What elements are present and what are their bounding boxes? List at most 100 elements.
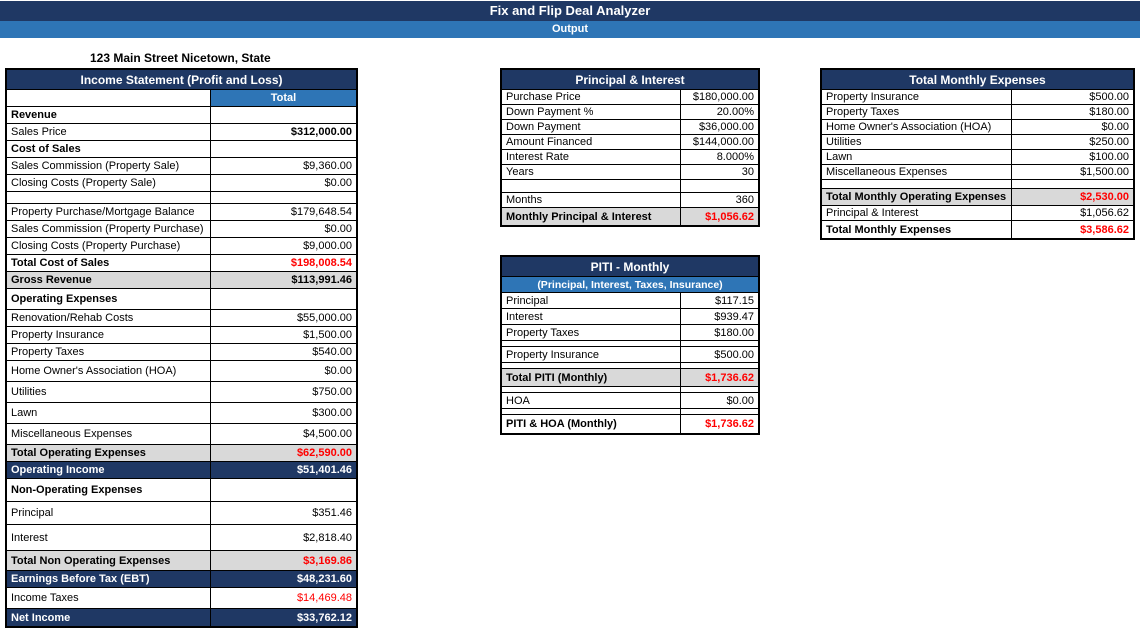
piti-row-value (680, 363, 758, 368)
monthly-expenses-row-spacer (822, 180, 1133, 189)
principal-interest-table: Principal & Interest Purchase Price $180,… (500, 68, 760, 227)
income-statement-row: Gross Revenue $113,991.46 (7, 272, 356, 289)
piti-row-label: Interest (506, 310, 543, 323)
income-statement-row: Property Taxes $540.00 (7, 344, 356, 361)
piti-row-label (502, 387, 680, 392)
income-statement-row-label: Home Owner's Association (HOA) (11, 365, 177, 377)
total-column-header: Total (210, 90, 356, 106)
income-statement-row-label: Lawn (11, 407, 38, 419)
principal-interest-row-label: Down Payment % (506, 106, 594, 118)
income-statement-row-label: Principal (11, 507, 54, 519)
income-statement-row-label: Utilities (11, 386, 47, 398)
income-statement-row: Non-Operating Expenses (7, 479, 356, 502)
income-statement-row-value: $113,991.46 (210, 272, 356, 288)
piti-row: Total PITI (Monthly) $1,736.62 (502, 369, 758, 387)
monthly-expenses-row: Lawn $100.00 (822, 150, 1133, 165)
piti-row-label: Property Taxes (506, 326, 580, 339)
piti-row: Property Insurance $500.00 (502, 347, 758, 363)
income-statement-row: Home Owner's Association (HOA) $0.00 (7, 361, 356, 382)
piti-row: PITI & HOA (Monthly) $1,736.62 (502, 415, 758, 433)
income-statement-row-value: $179,648.54 (210, 204, 356, 220)
piti-row: Principal $117.15 (502, 293, 758, 309)
principal-interest-row-value (680, 180, 758, 192)
income-statement-row-value: $1,500.00 (210, 327, 356, 343)
income-statement-row: Cost of Sales (7, 141, 356, 158)
principal-interest-row-value: 30 (680, 165, 758, 179)
piti-row-value: $117.15 (680, 293, 758, 308)
monthly-expenses-row-value: $250.00 (1011, 135, 1133, 149)
income-statement-row: Closing Costs (Property Sale) $0.00 (7, 175, 356, 192)
monthly-expenses-row-value (1011, 180, 1133, 188)
piti-row-spacer (502, 341, 758, 347)
principal-interest-row: Interest Rate 8.000% (502, 150, 758, 165)
monthly-expenses-row-value: $0.00 (1011, 120, 1133, 134)
income-statement-row-value: $4,500.00 (210, 424, 356, 444)
monthly-expenses-row-label: Property Taxes (826, 106, 900, 118)
income-statement-row: Total Non Operating Expenses $3,169.86 (7, 551, 356, 571)
income-statement-row-value: $312,000.00 (210, 124, 356, 140)
principal-interest-row-spacer (502, 180, 758, 193)
piti-row-value: $180.00 (680, 325, 758, 340)
monthly-expenses-row-value: $500.00 (1011, 90, 1133, 104)
income-statement-row-label: Closing Costs (Property Sale) (11, 177, 156, 189)
income-statement-row: Earnings Before Tax (EBT) $48,231.60 (7, 571, 356, 588)
principal-interest-row-label: Purchase Price (506, 91, 581, 103)
income-statement-row-label: Interest (11, 531, 48, 544)
income-statement-row-value: $198,008.54 (210, 255, 356, 271)
income-statement-row-value: $351.46 (210, 502, 356, 524)
income-statement-row: Utilities $750.00 (7, 382, 356, 403)
income-statement-row-value: $3,169.86 (210, 551, 356, 570)
monthly-expenses-row-label: Principal & Interest (826, 207, 919, 219)
principal-interest-row-value: 8.000% (680, 150, 758, 164)
monthly-expenses-row-value: $180.00 (1011, 105, 1133, 119)
principal-interest-row-label: Years (506, 166, 534, 178)
income-statement-row-label: Income Taxes (11, 592, 79, 604)
piti-row-label: PITI & HOA (Monthly) (506, 418, 617, 430)
income-statement-row: Total Cost of Sales $198,008.54 (7, 255, 356, 272)
principal-interest-row-label: Amount Financed (506, 136, 593, 148)
monthly-expenses-row: Home Owner's Association (HOA) $0.00 (822, 120, 1133, 135)
monthly-expenses-row: Miscellaneous Expenses $1,500.00 (822, 165, 1133, 180)
income-statement-row-label: Sales Price (11, 126, 67, 138)
income-statement-row-value (210, 479, 356, 501)
output-subtitle-bar: Output (0, 21, 1140, 38)
monthly-expenses-row-label: Utilities (826, 136, 862, 148)
income-statement-row-value: $540.00 (210, 344, 356, 360)
income-statement-row-value: $33,762.12 (210, 609, 356, 626)
income-statement-row-label: Sales Commission (Property Purchase) (11, 223, 204, 235)
income-statement-row-value: $48,231.60 (210, 571, 356, 587)
monthly-expenses-row-value: $3,586.62 (1011, 221, 1133, 238)
principal-interest-row-value: $36,000.00 (680, 120, 758, 134)
piti-row-label (502, 409, 680, 414)
principal-interest-row-value: $144,000.00 (680, 135, 758, 149)
principal-interest-row-label: Interest Rate (506, 151, 569, 163)
piti-row-value: $500.00 (680, 347, 758, 362)
piti-row-spacer (502, 409, 758, 415)
income-statement-row-label: Property Purchase/Mortgage Balance (11, 206, 195, 218)
piti-row-value: $1,736.62 (680, 415, 758, 433)
principal-interest-row: Down Payment $36,000.00 (502, 120, 758, 135)
app-title-bar: Fix and Flip Deal Analyzer (0, 1, 1140, 21)
income-statement-title: Income Statement (Profit and Loss) (7, 70, 356, 90)
monthly-expenses-row-label: Total Monthly Expenses (826, 223, 952, 236)
income-statement-row-label: Earnings Before Tax (EBT) (11, 573, 150, 585)
income-statement-row: Miscellaneous Expenses $4,500.00 (7, 424, 356, 445)
income-statement-row: Net Income $33,762.12 (7, 609, 356, 626)
total-monthly-expenses-table: Total Monthly Expenses Property Insuranc… (820, 68, 1135, 240)
income-statement-row: Sales Commission (Property Sale) $9,360.0… (7, 158, 356, 175)
piti-row-value: $939.47 (680, 309, 758, 324)
piti-row-label (502, 363, 680, 368)
income-statement-row-label: Net Income (11, 611, 71, 624)
output-subtitle: Output (551, 23, 589, 35)
income-statement-row-value (210, 289, 356, 309)
income-statement-row-label: Total Non Operating Expenses (11, 554, 171, 567)
principal-interest-row: Years 30 (502, 165, 758, 180)
monthly-expenses-row-value: $1,056.62 (1011, 206, 1133, 220)
piti-row-spacer (502, 387, 758, 393)
income-statement-row-value: $0.00 (210, 175, 356, 191)
principal-interest-row-value: $1,056.62 (680, 208, 758, 225)
monthly-expenses-row: Total Monthly Expenses $3,586.62 (822, 221, 1133, 238)
income-statement-row: Interest $2,818.40 (7, 525, 356, 551)
monthly-expenses-row-label: Lawn (826, 151, 853, 163)
income-statement-row: Principal $351.46 (7, 502, 356, 525)
